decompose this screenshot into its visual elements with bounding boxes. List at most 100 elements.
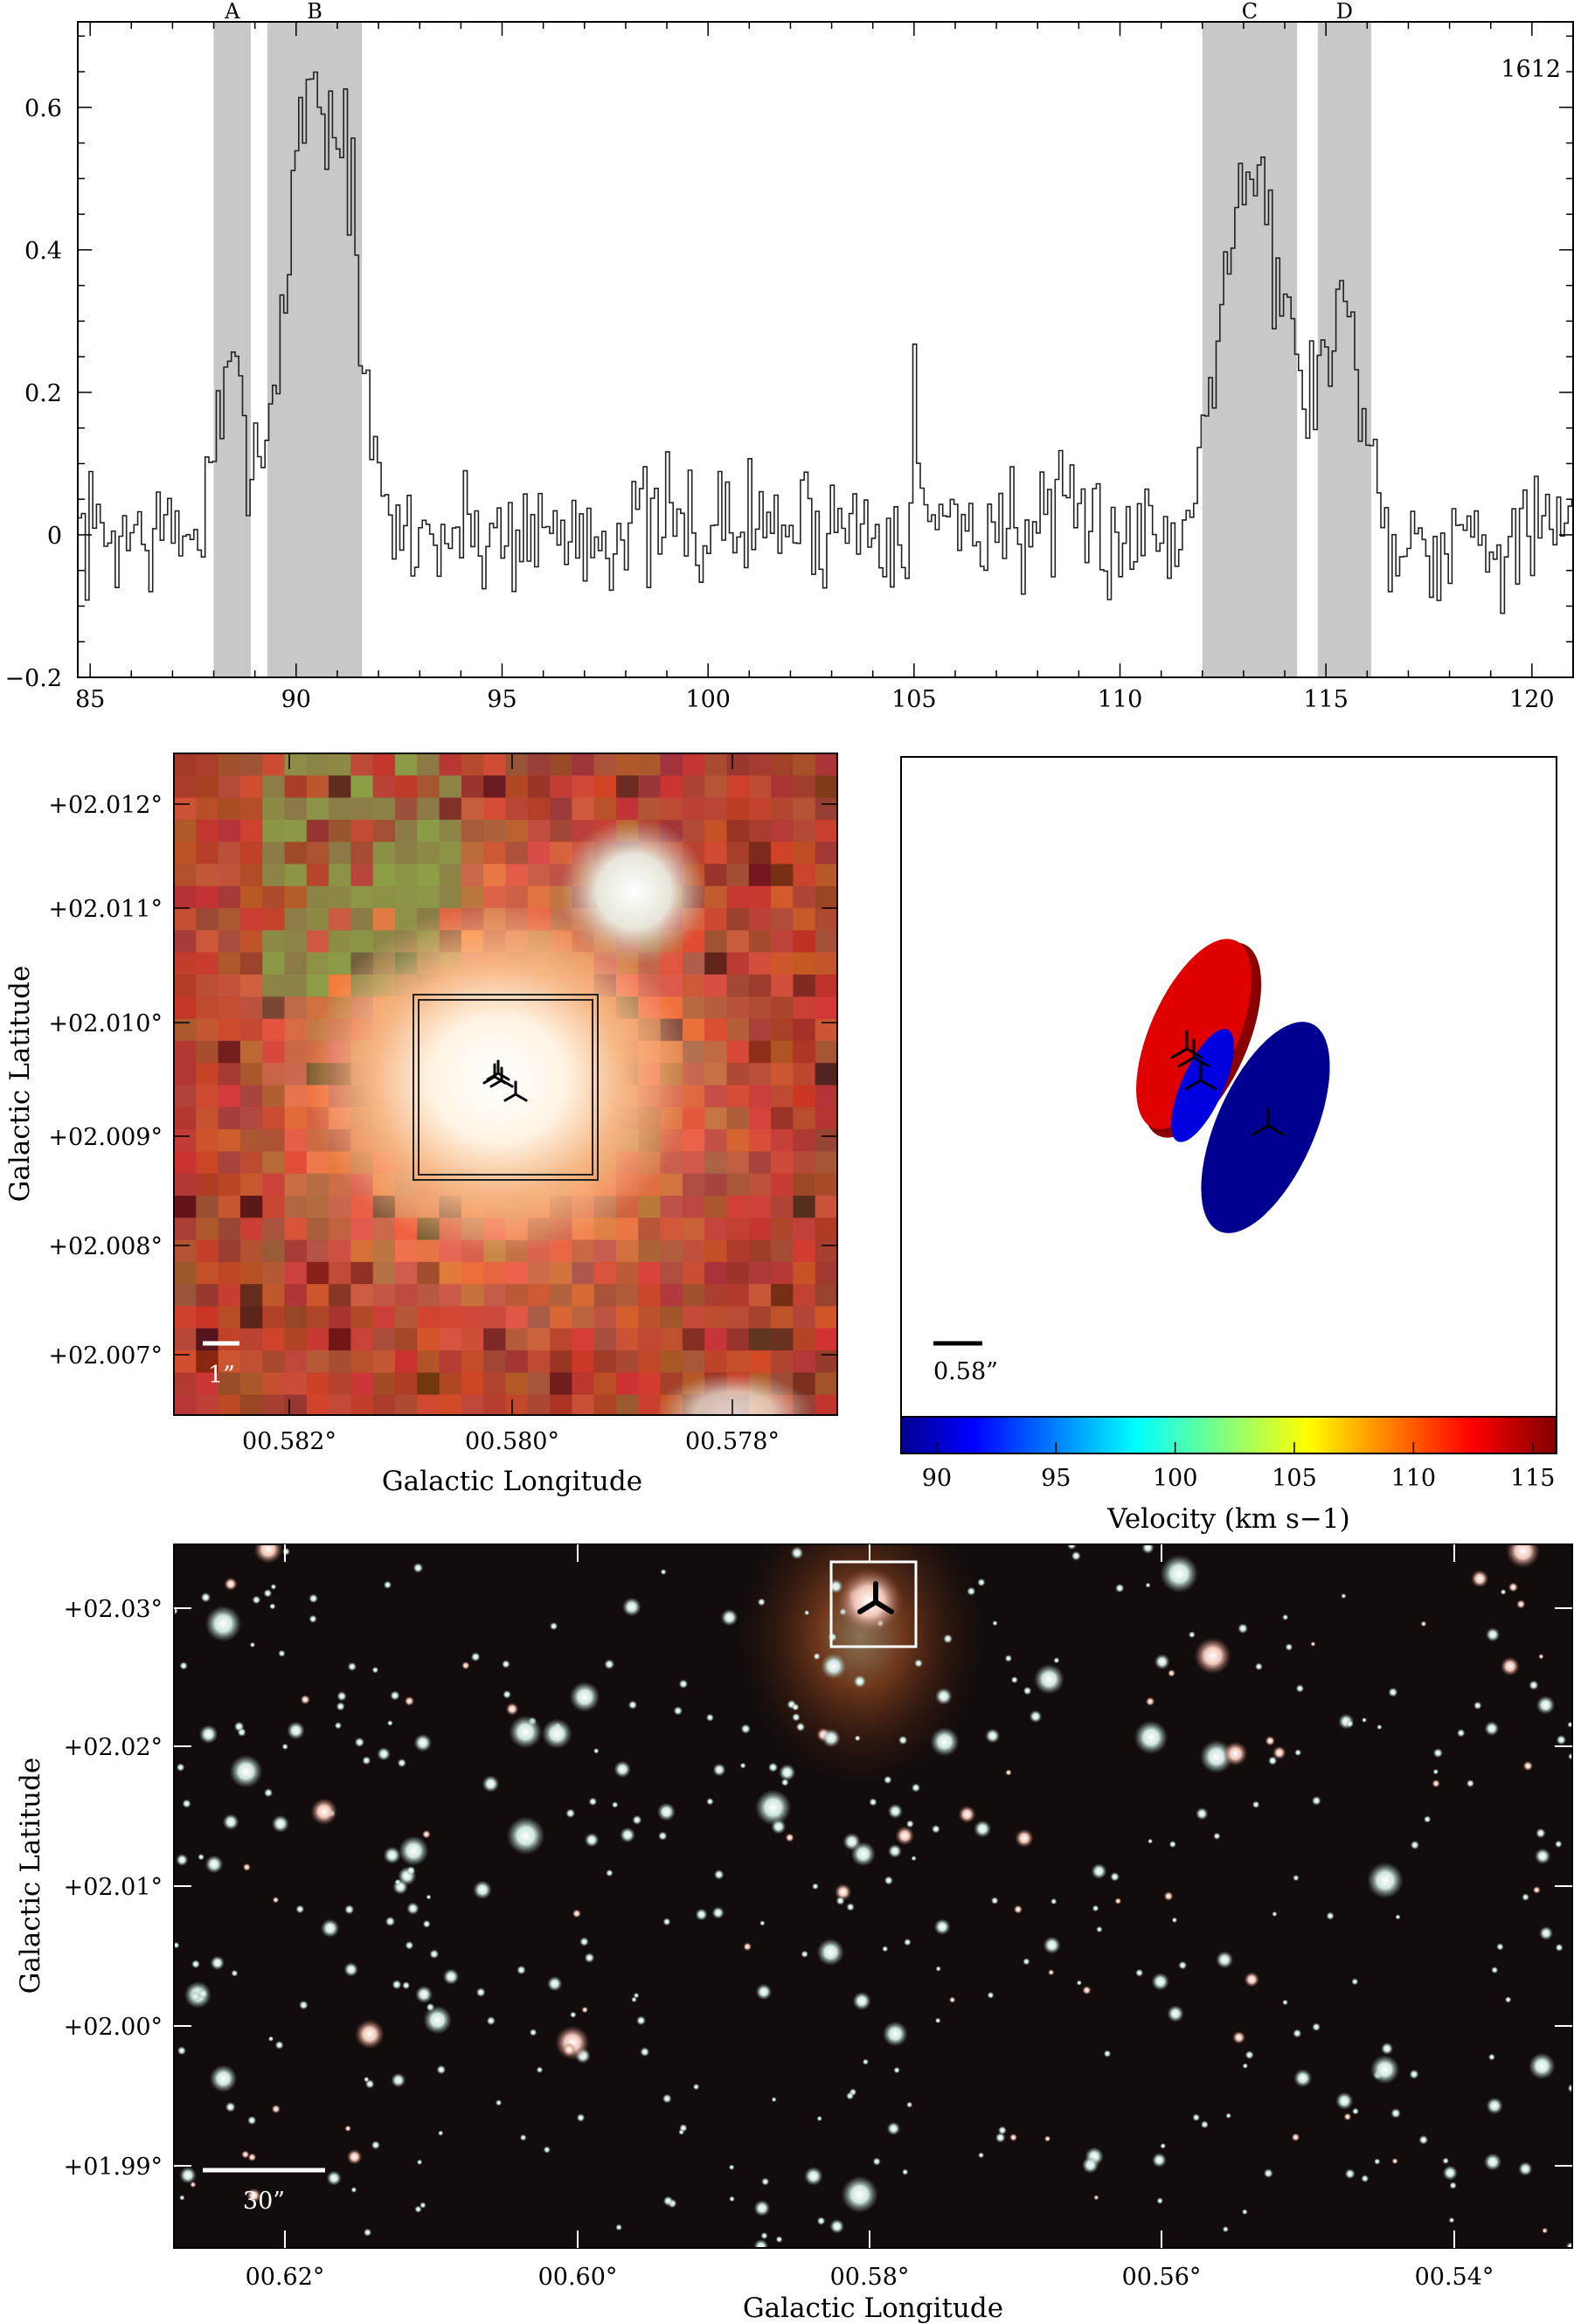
star [461,1661,470,1670]
image-pixel [704,1107,728,1130]
image-pixel [550,1328,572,1351]
image-pixel [239,1173,263,1197]
image-pixel [793,864,816,887]
star [509,1715,543,1749]
image-pixel [638,1394,662,1415]
star [1374,2158,1381,2165]
star [1103,2050,1112,2057]
image-pixel [239,975,263,997]
image-pixel [505,819,529,843]
spectrum-x-tick-label: 120 [1509,686,1555,713]
image-pixel [572,1394,595,1415]
star [383,1580,392,1590]
image-pixel [196,1217,219,1241]
image-pixel [262,1085,286,1108]
image-pixel [748,885,772,909]
image-pixel [284,975,308,997]
image-pixel [815,996,837,1020]
image-pixel [329,1306,351,1329]
image-pixel [771,1129,794,1152]
image-pixel [239,1394,263,1415]
star [1110,1871,1120,1882]
image-pixel [593,1261,617,1285]
image-pixel [771,842,794,865]
image-pixel [748,1040,772,1064]
star [662,2093,672,2104]
image-pixel [350,842,374,865]
image-pixel [704,1173,728,1197]
image-pixel [174,996,197,1020]
image-pixel [284,753,308,776]
image-pixel [329,797,351,821]
image-pixel [306,819,329,843]
star [363,2228,372,2237]
spectrum-panel: A B C D 85 90 95 100 105 110 115 120 −0.2 0 0.2 0.4 0.6… [4,0,1574,713]
star [852,1991,871,2011]
star [391,2072,406,2088]
star [1141,1544,1154,1554]
image-pixel [196,775,219,799]
image-pixel [395,797,418,821]
star [974,1820,992,1838]
star [611,1801,619,1808]
image-pixel [262,1350,286,1373]
star [1091,1863,1107,1879]
star [1156,2197,1163,2204]
image-pixel [505,1261,529,1285]
image-pixel [704,1239,728,1263]
image-pixel [527,1284,551,1308]
image-pixel [704,1350,728,1373]
image-pixel [748,1239,772,1263]
star [713,1869,725,1880]
image-pixel [284,996,308,1020]
star [547,1976,563,1992]
image-pixel [660,775,683,799]
image-pixel [660,1284,683,1308]
image-pixel [748,819,772,843]
spectrum-y-tick-label: −0.2 [4,665,62,692]
spectrum-x-tick-label: 85 [75,686,105,713]
image-pixel [638,775,662,799]
star [241,2150,250,2159]
star [1009,2133,1018,2142]
star [1456,1729,1466,1738]
star [1388,1687,1398,1697]
star [1093,2195,1099,2201]
star [1486,1627,1501,1642]
image-pixel [505,1372,529,1396]
image-pixel [262,1261,286,1285]
image-pixel [505,775,529,799]
star [397,1758,406,1768]
star [355,2019,385,2050]
image-pixel [793,930,816,954]
maser-position-markers [482,1059,528,1102]
image-pixel [329,753,351,776]
image-pixel [284,1328,308,1351]
star [615,2223,622,2231]
star [569,1682,600,1712]
image-pixel [726,996,750,1020]
image-pixel [505,1350,529,1373]
star [935,1966,941,1972]
image-pixel [439,1350,462,1373]
star [300,1694,310,1705]
wide-field-panel: 00.62° 00.60° 00.58° 00.56° 00.54° +02.03° +02… [15,1544,1573,2324]
star [712,1763,726,1777]
image-pixel [196,1372,219,1396]
image-pixel [284,1107,308,1130]
star [179,2167,197,2184]
image-pixel [262,864,286,887]
image-pixel [461,1284,484,1308]
image-pixel [239,1350,263,1373]
image-pixel [262,1284,286,1308]
star [759,1920,766,1926]
star [1432,1768,1439,1775]
star [1244,1972,1260,1988]
image-pixel [196,996,219,1020]
image-pixel [239,753,263,776]
star [386,1720,393,1726]
image-pixel [372,1394,396,1415]
spectrum-corner-label: 1612 [1501,56,1561,83]
image-pixel [726,1173,750,1197]
image-pixel [262,975,286,997]
